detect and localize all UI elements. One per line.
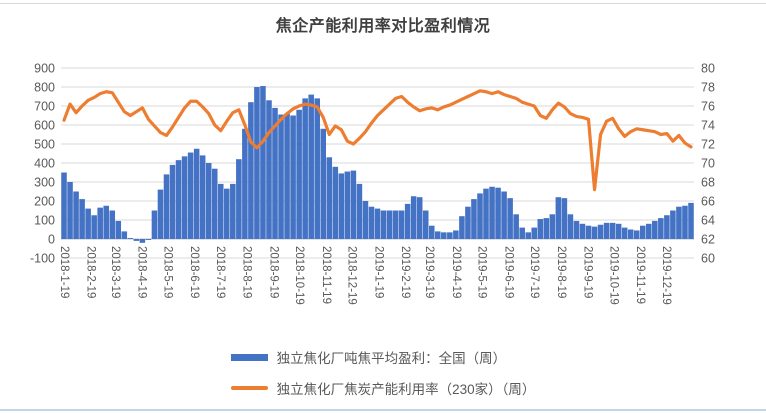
svg-text:2019-7-19: 2019-7-19 — [528, 246, 540, 298]
worksheet-gridline-top — [0, 3, 766, 4]
svg-text:400: 400 — [34, 157, 55, 171]
svg-text:2019-9-19: 2019-9-19 — [582, 246, 594, 298]
svg-text:66: 66 — [701, 195, 715, 209]
svg-text:80: 80 — [701, 62, 715, 76]
svg-text:2018-7-19: 2018-7-19 — [214, 246, 226, 298]
svg-text:2019-10-19: 2019-10-19 — [607, 246, 619, 305]
svg-text:70: 70 — [701, 157, 715, 171]
svg-text:2018-1-19: 2018-1-19 — [58, 246, 70, 298]
svg-text:60: 60 — [701, 252, 715, 266]
svg-text:76: 76 — [701, 100, 715, 114]
svg-text:100: 100 — [34, 214, 55, 228]
svg-text:2018-6-19: 2018-6-19 — [188, 246, 200, 298]
legend-item-profit[interactable]: 独立焦化厂吨焦平均盈利：全国（周） — [230, 347, 536, 367]
svg-text:700: 700 — [34, 100, 55, 114]
svg-text:900: 900 — [34, 62, 55, 76]
legend-label-profit: 独立焦化厂吨焦平均盈利：全国（周） — [276, 351, 507, 366]
right-axis-labels: 80 78 76 74 72 70 68 66 64 62 60 — [701, 62, 715, 266]
left-axis-labels: 900 800 700 600 500 400 300 200 100 0 -100 — [30, 62, 55, 266]
svg-text:2019-2-19: 2019-2-19 — [399, 246, 411, 298]
svg-text:2019-11-19: 2019-11-19 — [634, 246, 646, 304]
svg-text:2018-4-19: 2018-4-19 — [136, 246, 148, 298]
svg-text:2018-2-19: 2018-2-19 — [85, 246, 97, 298]
svg-text:600: 600 — [34, 119, 55, 133]
svg-text:2019-12-19: 2019-12-19 — [660, 246, 672, 305]
svg-text:68: 68 — [701, 176, 715, 190]
svg-text:0: 0 — [48, 233, 55, 247]
worksheet-gridline-bottom — [0, 409, 766, 411]
svg-text:2019-3-19: 2019-3-19 — [423, 246, 435, 298]
svg-text:2019-4-19: 2019-4-19 — [450, 246, 462, 298]
chart-title[interactable]: 焦企产能利用率对比盈利情况 — [275, 18, 491, 35]
svg-text:2019-5-19: 2019-5-19 — [476, 246, 488, 298]
svg-text:2018-3-19: 2018-3-19 — [109, 246, 121, 298]
profit-series-swatch — [230, 353, 268, 361]
legend-item-utilization[interactable]: 独立焦化厂焦炭产能利用率（230家）（周） — [230, 378, 536, 398]
svg-text:2019-8-19: 2019-8-19 — [555, 246, 567, 298]
svg-text:2018-10-19: 2018-10-19 — [293, 246, 305, 305]
svg-text:200: 200 — [34, 195, 55, 209]
x-axis-labels: 2018-1-19 2018-2-19 2018-3-19 2018-4-19 2018… — [58, 246, 672, 305]
svg-text:-100: -100 — [30, 252, 55, 266]
svg-text:2018-11-19: 2018-11-19 — [320, 246, 332, 304]
profit-bars-series[interactable] — [61, 86, 694, 243]
svg-text:300: 300 — [34, 176, 55, 190]
utilization-series-swatch — [230, 386, 268, 390]
svg-text:500: 500 — [34, 138, 55, 152]
svg-text:78: 78 — [701, 81, 715, 95]
chart-legend: 独立焦化厂吨焦平均盈利：全国（周） 独立焦化厂焦炭产能利用率（230家）（周） — [0, 347, 766, 398]
svg-text:2019-6-19: 2019-6-19 — [502, 246, 514, 298]
utilization-line-series[interactable] — [62, 89, 693, 192]
svg-text:2018-8-19: 2018-8-19 — [241, 246, 253, 298]
svg-text:62: 62 — [701, 233, 715, 247]
svg-text:2018-5-19: 2018-5-19 — [161, 246, 173, 298]
svg-text:64: 64 — [701, 214, 715, 228]
svg-text:800: 800 — [34, 81, 55, 95]
legend-label-utilization: 独立焦化厂焦炭产能利用率（230家）（周） — [276, 382, 536, 397]
svg-text:74: 74 — [701, 119, 715, 133]
svg-text:2018-9-19: 2018-9-19 — [267, 246, 279, 298]
svg-text:2019-1-19: 2019-1-19 — [372, 246, 384, 298]
svg-text:2018-12-19: 2018-12-19 — [346, 246, 358, 305]
svg-text:72: 72 — [701, 138, 715, 152]
